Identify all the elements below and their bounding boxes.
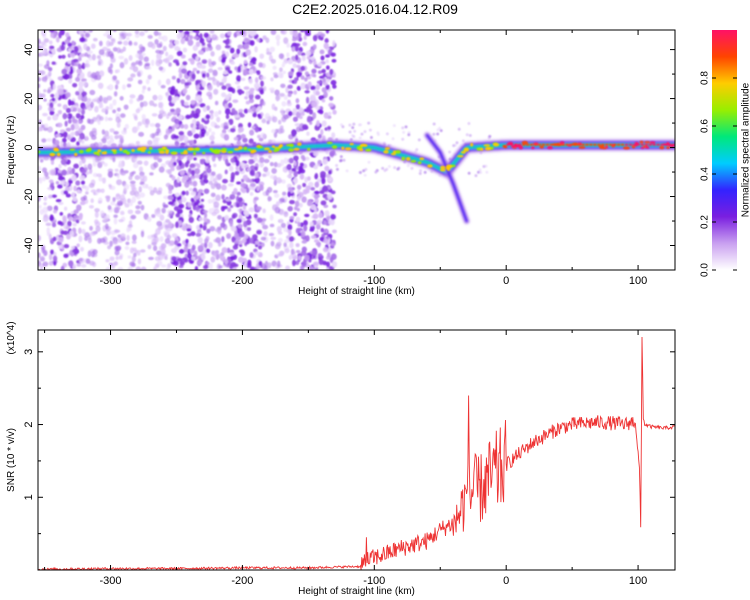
colorbar-tick-label: 0.4 <box>700 167 711 181</box>
colorbar-tick-label: 0.2 <box>700 215 711 229</box>
bottom-plot-frame <box>37 329 676 571</box>
colorbar-tick-label: 0.0 <box>700 263 711 277</box>
bottom-xtick-label: 100 <box>629 575 647 587</box>
bottom-xtick-label: -200 <box>231 575 253 587</box>
top-ytick-label: 0 <box>23 144 35 150</box>
top-ytick-label: -40 <box>23 238 35 254</box>
top-ytick-label: 40 <box>23 43 35 55</box>
bottom-ytick-label: 1 <box>23 494 35 500</box>
colorbar-tick-label: 0.6 <box>700 119 711 133</box>
top-xtick-label: -100 <box>363 275 385 287</box>
bottom-xtick-label: 0 <box>503 575 509 587</box>
top-xaxis-label: Height of straight line (km) <box>298 286 415 297</box>
colorbar-label: Normalized spectral amplitude <box>741 82 750 217</box>
spectrogram-image <box>38 30 675 270</box>
top-xtick-label: 100 <box>629 275 647 287</box>
top-ytick-label: -20 <box>23 189 35 205</box>
colorbar: 0.0 0.2 0.4 0.6 0.8 Normalized spectral ampli… <box>700 30 750 277</box>
colorbar-gradient <box>712 30 737 270</box>
top-xtick-label: -200 <box>231 275 253 287</box>
top-xtick-label: -300 <box>100 275 122 287</box>
colorbar-tick-label: 0.8 <box>700 71 711 85</box>
chart-title: C2E2.2025.016.04.12.R09 <box>292 1 458 17</box>
top-plot-frame <box>37 29 676 271</box>
snr-panel: -300 -200 -100 0 100 1 2 3 Height of straight li… <box>6 321 676 597</box>
snr-series-line <box>38 336 675 570</box>
bottom-ytick-label: 3 <box>23 349 35 355</box>
top-ytick-label: 20 <box>23 92 35 104</box>
bottom-xtick-label: -100 <box>363 575 385 587</box>
top-yaxis-label: Frequency (Hz) <box>6 116 17 185</box>
bottom-ytick-label: 2 <box>23 421 35 427</box>
bottom-yaxis-label: SNR (10 * v/v) <box>6 428 17 492</box>
bottom-xaxis-label: Height of straight line (km) <box>298 586 415 597</box>
y-multiplier-label: (x10^4) <box>6 321 17 354</box>
top-xtick-label: 0 <box>503 275 509 287</box>
bottom-xtick-label: -300 <box>100 575 122 587</box>
